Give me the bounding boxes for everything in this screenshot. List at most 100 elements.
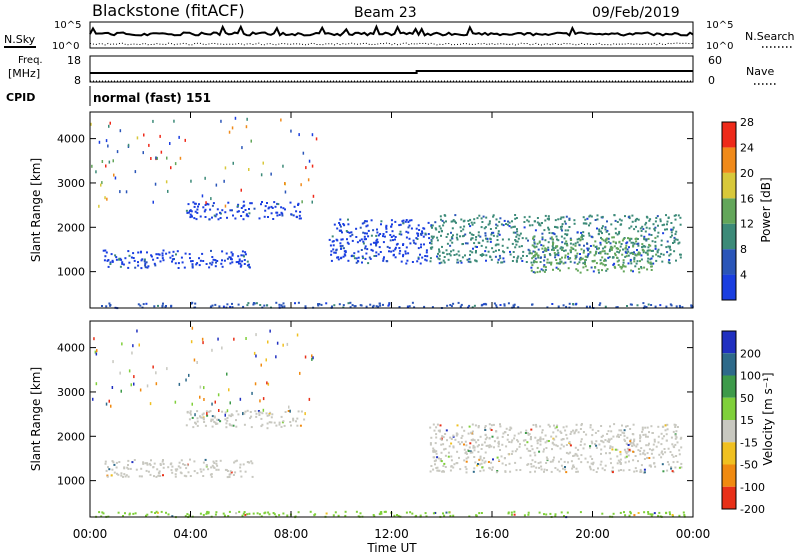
data-cell (524, 439, 527, 442)
data-cell (536, 254, 539, 257)
data-cell (484, 451, 487, 454)
data-cell (325, 512, 328, 515)
data-cell (510, 441, 513, 444)
data-cell (453, 254, 456, 256)
data-cell (508, 225, 511, 228)
data-cell (378, 513, 381, 516)
data-cell (224, 166, 227, 170)
data-cell (202, 514, 205, 516)
data-cell (420, 243, 423, 246)
data-cell (595, 444, 598, 447)
data-cell (404, 220, 407, 223)
data-cell (594, 240, 597, 243)
data-cell (671, 443, 674, 446)
data-cell (392, 234, 395, 237)
data-cell (542, 265, 545, 268)
data-cell (410, 219, 413, 222)
data-cell (644, 453, 647, 456)
data-cell (470, 233, 473, 236)
data-cell (235, 419, 237, 422)
data-cell (343, 224, 346, 227)
data-cell (673, 239, 676, 242)
data-cell (465, 452, 468, 455)
data-cell (538, 450, 541, 453)
data-cell (206, 414, 209, 417)
data-cell (362, 231, 365, 234)
data-cell (463, 225, 466, 228)
data-cell (90, 122, 92, 126)
data-cell (534, 257, 537, 260)
data-cell (669, 513, 671, 516)
data-cell (616, 221, 619, 223)
data-cell (534, 250, 537, 253)
data-cell (246, 513, 249, 516)
data-cell (679, 437, 682, 440)
data-cell (191, 416, 194, 419)
data-cell (584, 263, 586, 265)
data-cell (435, 467, 438, 469)
data-cell (512, 251, 515, 253)
data-cell (108, 399, 110, 403)
data-cell (556, 445, 559, 448)
data-cell (273, 201, 276, 204)
data-cell (220, 262, 223, 265)
data-cell (439, 215, 442, 218)
data-cell (589, 245, 592, 247)
data-cell (469, 451, 472, 454)
data-cell (632, 450, 635, 453)
data-cell (649, 258, 652, 261)
data-cell (572, 455, 575, 457)
data-cell (175, 253, 177, 256)
data-cell (451, 237, 454, 240)
data-cell (404, 250, 407, 253)
data-cell (545, 249, 548, 252)
data-cell (486, 237, 489, 240)
data-cell (113, 471, 116, 474)
data-cell (436, 456, 439, 459)
data-cell (668, 254, 671, 257)
data-cell (190, 302, 193, 305)
data-cell (392, 249, 395, 252)
data-cell (676, 441, 679, 444)
data-cell (566, 233, 569, 236)
data-cell (388, 302, 391, 305)
data-cell (267, 511, 270, 514)
data-cell (657, 255, 660, 258)
data-cell (213, 462, 216, 464)
data-cell (626, 252, 629, 255)
data-cell (644, 245, 647, 248)
data-cell (262, 397, 265, 401)
data-cell (611, 246, 614, 249)
data-cell (231, 302, 233, 305)
data-cell (303, 418, 306, 421)
data-cell (588, 465, 591, 468)
data-cell (154, 264, 157, 267)
data-cell (516, 448, 519, 451)
data-cell (565, 425, 568, 428)
data-cell (114, 176, 117, 180)
data-cell (240, 264, 243, 267)
data-cell (610, 248, 613, 251)
data-cell (408, 305, 411, 308)
data-cell (616, 260, 619, 263)
data-cell (419, 253, 421, 256)
data-cell (360, 238, 363, 241)
data-cell (365, 238, 367, 241)
data-cell (169, 463, 172, 466)
data-cell (411, 261, 414, 263)
data-cell (477, 444, 480, 447)
data-cell (544, 266, 547, 269)
data-cell (260, 515, 263, 518)
data-cell (104, 255, 107, 258)
data-cell (584, 261, 586, 264)
data-cell (258, 411, 261, 414)
data-cell (442, 259, 445, 262)
data-cell (660, 443, 663, 446)
data-cell (524, 444, 527, 447)
data-cell (650, 269, 653, 271)
data-cell (298, 214, 301, 217)
data-cell (618, 218, 621, 221)
data-cell (435, 452, 438, 455)
data-cell (259, 399, 261, 403)
data-cell (633, 242, 636, 245)
